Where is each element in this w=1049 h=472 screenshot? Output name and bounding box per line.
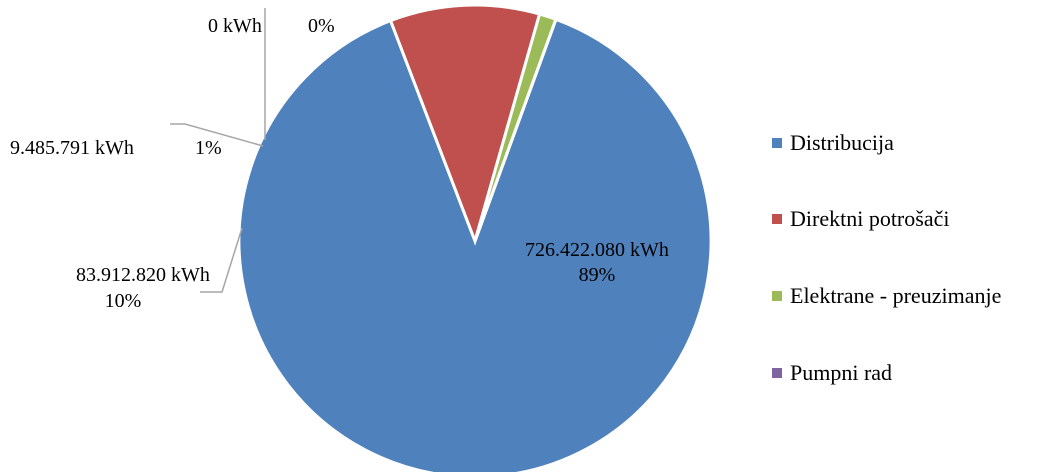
data-label-pumpni-value: 0 kWh <box>208 15 262 37</box>
legend-item-pumpni: Pumpni rad <box>772 358 892 388</box>
legend-label-distribucija: Distribucija <box>790 130 894 155</box>
legend-swatch-pumpni <box>772 368 782 378</box>
pie-slices <box>237 3 713 472</box>
data-label-elektrane-percent: 1% <box>195 137 222 159</box>
legend-label-elektrane: Elektrane - preuzimanje <box>790 283 1002 308</box>
data-label-direktni-value: 83.912.820 kWh <box>76 264 210 286</box>
legend-item-distribucija: Distribucija <box>772 128 894 158</box>
data-label-pumpni-percent: 0% <box>308 15 335 37</box>
pie-slice-distribucija <box>237 17 713 472</box>
legend-swatch-elektrane <box>772 291 782 301</box>
data-label-elektrane-value: 9.485.791 kWh <box>10 137 134 159</box>
data-label-direktni-percent: 10% <box>105 290 142 312</box>
legend-label-direktni: Direktni potrošači <box>790 206 950 231</box>
leader-lines <box>170 8 266 293</box>
leader-line-direktni <box>200 227 243 293</box>
leader-line-elektrane <box>170 123 264 147</box>
data-label-distribucija-percent: 89% <box>579 264 616 286</box>
pie-slice-direktni-potrosaci <box>388 3 542 246</box>
legend-item-elektrane: Elektrane - preuzimanje <box>772 281 1001 311</box>
legend-swatch-direktni <box>772 214 782 224</box>
legend-item-direktni: Direktni potrošači <box>772 204 949 234</box>
legend-label-pumpni: Pumpni rad <box>790 360 893 385</box>
data-label-distribucija-value: 726.422.080 kWh <box>525 239 669 261</box>
legend-swatch-distribucija <box>772 138 782 148</box>
